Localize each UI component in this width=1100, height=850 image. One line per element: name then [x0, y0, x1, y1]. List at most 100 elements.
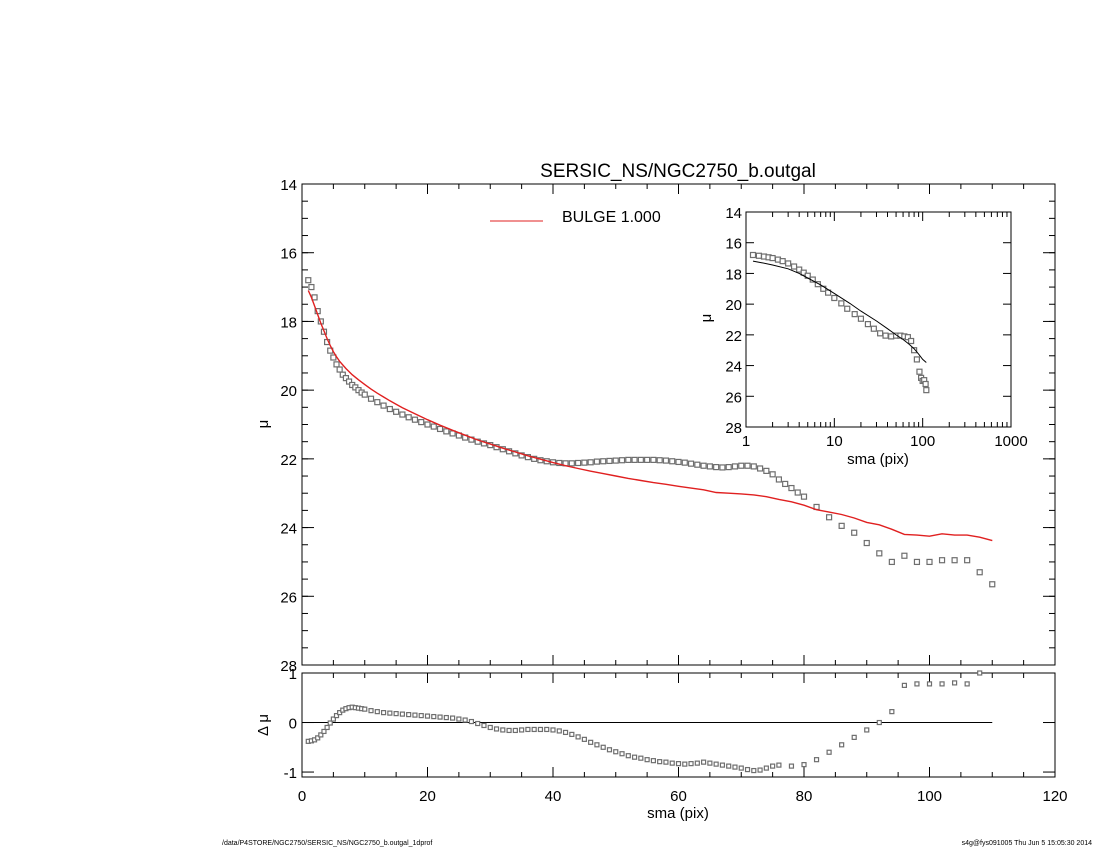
chart-title: SERSIC_NS/NGC2750_b.outgal — [540, 161, 816, 182]
residual-point — [475, 720, 481, 727]
data-point — [976, 569, 983, 576]
data-point — [800, 493, 808, 500]
inset-data-point — [908, 337, 915, 345]
residual-point — [951, 680, 958, 686]
residual-point — [707, 760, 713, 766]
residual-point — [569, 731, 575, 738]
residual-point — [544, 726, 550, 733]
residual-point — [977, 670, 983, 676]
residual-point — [380, 710, 387, 716]
residual-point — [600, 744, 606, 750]
inset-data-point — [857, 315, 865, 322]
inset-y-tick-label: 28 — [725, 420, 742, 437]
bulge-model-line — [307, 290, 993, 542]
residual-point — [537, 726, 544, 733]
residual-point — [550, 727, 556, 733]
residual-point — [556, 728, 562, 734]
residual-point — [374, 709, 380, 715]
residual-point — [575, 734, 581, 740]
inset-panel: 1 10 100 1000 14 16 18 20 22 24 26 28 sma (pix) μ — [698, 205, 1028, 468]
inset-y-axis-label: μ — [698, 314, 715, 323]
main-axis-ticks: 14 16 18 20 22 24 26 28 — [280, 177, 1056, 675]
data-point — [308, 283, 315, 291]
inset-y-tick-label: 22 — [725, 328, 742, 345]
data-point — [430, 423, 437, 430]
footer-file-path: /data/P4STORE/NGC2750/SERSIC_NS/NGC2750_… — [222, 840, 433, 847]
inset-x-axis-label: sma (pix) — [847, 451, 909, 468]
residual-point — [826, 749, 832, 755]
data-point — [443, 428, 450, 435]
main-y-tick-label: 22 — [280, 452, 297, 469]
residual-data-points — [305, 670, 983, 774]
residual-point — [562, 729, 569, 736]
residual-point — [631, 754, 638, 760]
inset-data-point — [824, 289, 832, 296]
residual-point — [663, 759, 669, 765]
data-point — [637, 456, 644, 463]
residual-point — [751, 767, 757, 774]
inset-x-tick-label: 100 — [910, 433, 935, 450]
residual-point — [468, 718, 475, 725]
data-point — [618, 457, 626, 464]
residual-point — [327, 720, 333, 726]
residual-point — [669, 760, 675, 766]
residual-point — [606, 747, 613, 753]
residual-point — [801, 762, 807, 768]
x-tick-label: 20 — [419, 788, 436, 805]
residual-point — [688, 761, 694, 767]
residual-point — [650, 758, 657, 764]
data-point — [399, 411, 406, 418]
data-point — [719, 464, 726, 471]
data-point — [625, 456, 632, 463]
inset-y-tick-label: 14 — [725, 205, 742, 222]
residual-point — [657, 759, 663, 765]
main-y-tick-label: 24 — [280, 521, 297, 538]
residual-point — [901, 682, 908, 688]
residual-point — [644, 757, 650, 763]
x-tick-label: 120 — [1042, 788, 1067, 805]
residual-point — [531, 726, 537, 733]
data-point — [951, 557, 958, 564]
data-point — [367, 395, 375, 402]
residual-point — [506, 727, 512, 734]
inset-data-point — [844, 305, 851, 312]
inset-data-point — [882, 332, 889, 339]
data-point — [738, 462, 745, 469]
residual-point — [964, 681, 970, 687]
residual-point — [431, 713, 437, 720]
residual-point — [619, 751, 625, 757]
residual-point — [744, 766, 751, 773]
data-point — [650, 456, 657, 463]
main-y-tick-label: 20 — [280, 383, 297, 400]
residual-point — [424, 713, 431, 719]
residual-point — [437, 714, 443, 720]
data-point — [424, 421, 431, 428]
data-point — [681, 459, 688, 466]
inset-data-point — [923, 387, 930, 394]
residual-point — [813, 757, 820, 763]
x-tick-label: 0 — [298, 788, 306, 805]
residual-point — [333, 712, 340, 719]
data-point — [725, 464, 732, 471]
footer-timestamp: s4g@fys091005 Thu Jun 5 15:05:30 2014 — [961, 840, 1092, 847]
data-point — [687, 460, 695, 467]
inset-y-tick-label: 24 — [725, 359, 742, 376]
data-point — [411, 416, 419, 423]
data-point — [964, 557, 971, 564]
residual-y-tick-label: 0 — [289, 716, 297, 733]
data-point — [913, 558, 921, 566]
inset-data-point — [913, 356, 920, 363]
inset-x-tick-label: 1000 — [994, 433, 1027, 450]
residual-point — [462, 717, 468, 723]
inset-data-point — [864, 321, 872, 328]
data-point — [763, 467, 770, 474]
data-point — [794, 489, 801, 496]
inset-data-point — [888, 333, 895, 340]
residual-point — [732, 764, 738, 770]
residual-point — [330, 716, 336, 722]
residual-point — [713, 761, 719, 767]
data-point — [606, 457, 613, 465]
data-point — [788, 484, 795, 492]
data-point — [888, 558, 895, 566]
